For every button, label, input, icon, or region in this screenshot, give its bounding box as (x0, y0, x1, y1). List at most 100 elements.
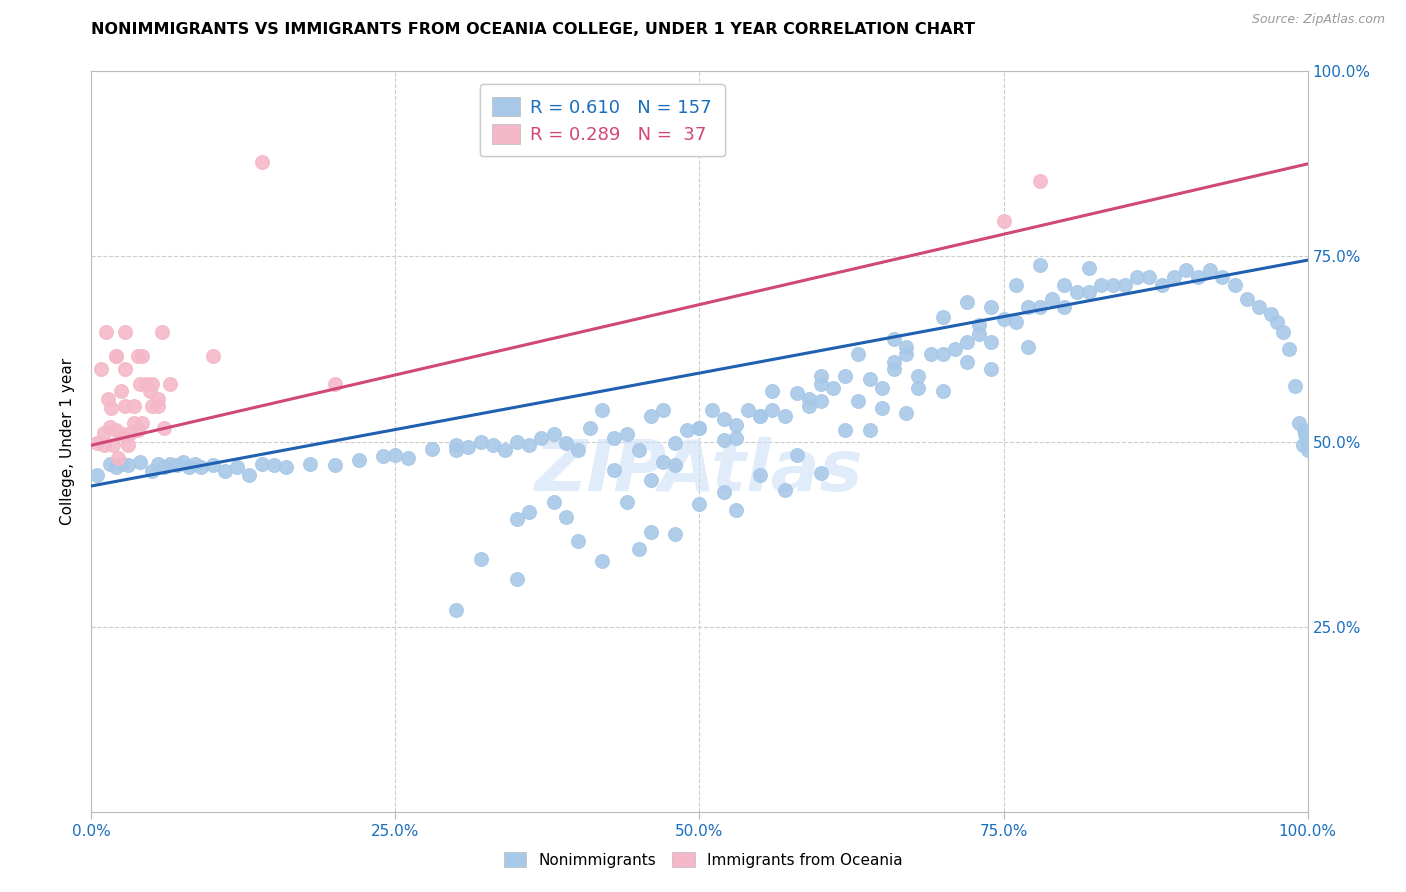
Point (786, 448, 808, 462)
Point (135, 376, 157, 391)
Point (883, 362, 905, 376)
Point (713, 484, 735, 499)
Point (652, 455, 675, 469)
Point (238, 467, 260, 482)
Point (104, 350, 127, 364)
Point (1077, 285, 1099, 299)
Point (1126, 270, 1149, 285)
Point (530, 431, 553, 445)
Point (834, 369, 856, 384)
Point (688, 421, 710, 435)
Point (1090, 277, 1112, 292)
Point (86, 467, 108, 482)
Point (907, 369, 929, 384)
Point (107, 450, 129, 465)
Point (131, 350, 153, 364)
Point (444, 443, 467, 458)
Point (713, 433, 735, 447)
Text: ZIPAtlas: ZIPAtlas (536, 437, 863, 506)
Point (470, 551, 492, 566)
Point (870, 381, 893, 395)
Point (127, 424, 149, 438)
Point (870, 401, 893, 416)
Point (993, 312, 1015, 326)
Point (786, 386, 808, 401)
Point (190, 460, 212, 475)
Point (713, 412, 735, 426)
Point (148, 392, 170, 406)
Point (103, 438, 125, 452)
Point (100, 401, 122, 416)
Point (810, 376, 832, 391)
Point (700, 403, 723, 417)
Point (1029, 174, 1052, 188)
Point (114, 399, 136, 413)
Point (543, 495, 565, 509)
Point (980, 334, 1002, 349)
Point (567, 534, 589, 549)
Point (122, 416, 145, 430)
Point (591, 403, 613, 417)
Point (931, 384, 953, 399)
Point (141, 399, 163, 413)
Point (299, 457, 322, 471)
Point (1260, 307, 1282, 321)
Point (554, 510, 576, 524)
Point (148, 457, 170, 471)
Point (846, 347, 869, 361)
Point (506, 512, 529, 526)
Point (773, 483, 796, 497)
Point (141, 464, 163, 478)
Point (907, 381, 929, 395)
Point (956, 354, 979, 368)
Point (274, 460, 297, 475)
Legend: Nonimmigrants, Immigrants from Oceania: Nonimmigrants, Immigrants from Oceania (496, 844, 910, 875)
Point (117, 458, 139, 473)
Point (1223, 277, 1246, 292)
Point (470, 434, 492, 449)
Point (591, 554, 613, 568)
Point (579, 421, 602, 435)
Point (1294, 427, 1316, 442)
Point (810, 466, 832, 480)
Point (943, 342, 966, 356)
Point (384, 448, 406, 462)
Point (457, 441, 479, 455)
Point (859, 371, 882, 385)
Point (172, 455, 194, 469)
Point (444, 603, 467, 617)
Point (214, 464, 236, 478)
Point (1114, 277, 1136, 292)
Point (724, 502, 747, 516)
Point (98, 457, 121, 471)
Point (761, 384, 783, 399)
Point (148, 399, 170, 413)
Point (98, 419, 121, 434)
Point (1199, 262, 1222, 277)
Point (153, 460, 176, 475)
Point (640, 473, 662, 487)
Point (993, 214, 1015, 228)
Point (226, 460, 249, 475)
Point (810, 393, 832, 408)
Point (396, 450, 419, 465)
Point (141, 376, 163, 391)
Point (184, 457, 207, 471)
Point (1139, 270, 1161, 285)
Point (177, 460, 200, 475)
Point (931, 310, 953, 325)
Point (737, 403, 759, 417)
Point (749, 467, 772, 482)
Legend: R = 0.610   N = 157, R = 0.289   N =  37: R = 0.610 N = 157, R = 0.289 N = 37 (479, 84, 724, 156)
Point (846, 393, 869, 408)
Point (494, 443, 516, 458)
Point (823, 381, 845, 395)
Point (640, 524, 662, 539)
Point (834, 424, 856, 438)
Point (749, 409, 772, 423)
Point (664, 436, 686, 450)
Point (603, 431, 626, 445)
Y-axis label: College, Under 1 year: College, Under 1 year (60, 358, 76, 525)
Point (896, 347, 918, 361)
Point (1175, 262, 1198, 277)
